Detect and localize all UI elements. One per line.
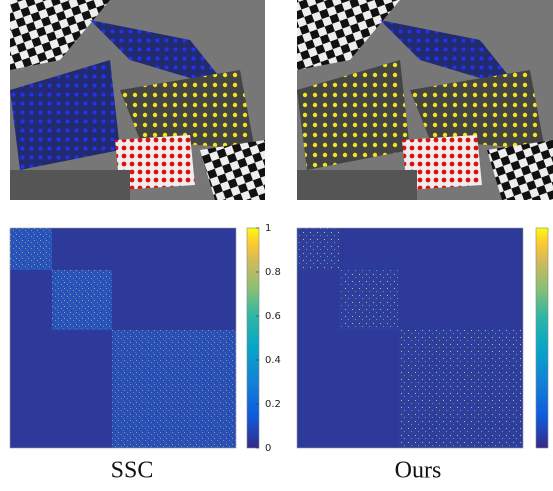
scene-image-left: [10, 0, 265, 200]
colorbar-tick-label: 0.6: [265, 311, 281, 322]
panel-label: Ours: [395, 458, 442, 484]
colorbar-left: [246, 227, 260, 449]
colorbar-tick-label: 1: [265, 223, 271, 234]
colorbar-right: [535, 227, 549, 449]
colorbar-tick-label: 0: [265, 443, 271, 454]
affinity-matrix-right: [296, 227, 524, 449]
panel-label: SSC: [111, 458, 154, 484]
colorbar-tick-label: 0.8: [265, 267, 281, 278]
colorbar-tick-label: 0.4: [265, 355, 281, 366]
colorbar-ticks: 0 0.2 0.4 0.6 0.8 1: [256, 223, 281, 454]
colorbar-tick-label: 0.2: [265, 399, 281, 410]
affinity-matrix-left: [9, 227, 237, 449]
scene-image-right: [297, 0, 553, 200]
